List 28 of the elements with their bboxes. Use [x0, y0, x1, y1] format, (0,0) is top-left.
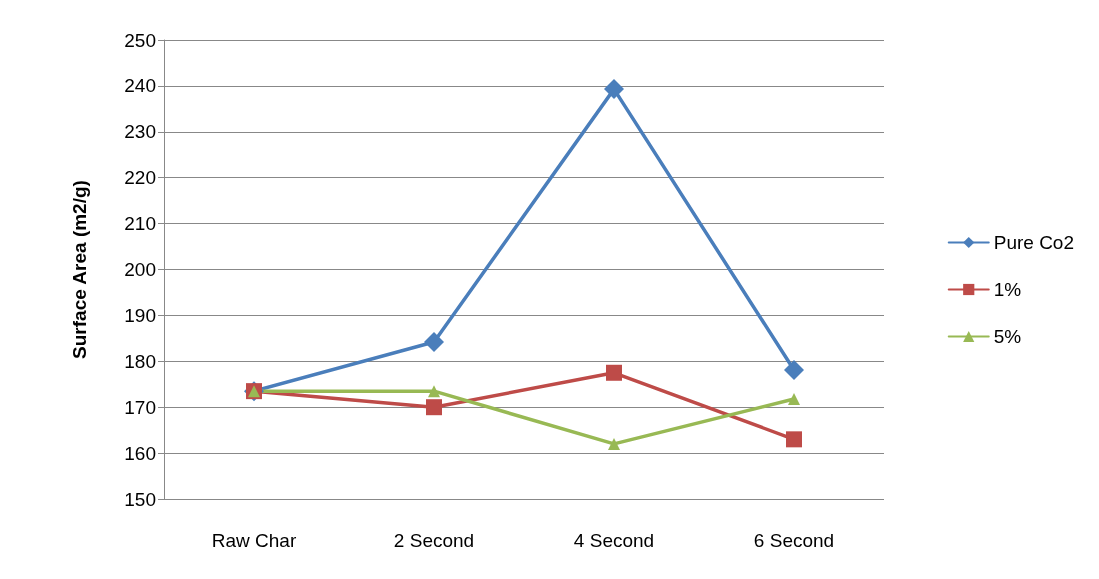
x-tick-label: 6 Second: [753, 530, 835, 551]
y-tick-label: 160: [124, 442, 156, 464]
y-tick-label: 150: [124, 488, 156, 510]
y-tick-label: 170: [124, 396, 156, 418]
x-tick-label: 4 Second: [573, 530, 655, 551]
x-tick-label: Raw Char: [211, 530, 297, 551]
point: [428, 385, 440, 398]
y-tick-label: 200: [124, 259, 156, 280]
y-axis-title: Surface Area (m2/g): [69, 180, 90, 359]
point: [424, 332, 444, 353]
point: [426, 399, 442, 416]
point: [788, 392, 800, 405]
y-tick-label: 180: [124, 350, 156, 372]
y-tick-label: 220: [124, 167, 156, 189]
y-tick-label: 190: [124, 304, 156, 326]
point: [784, 360, 804, 381]
point: [608, 437, 620, 450]
legend-label: 5%: [993, 326, 1022, 347]
y-tick-label: 240: [124, 75, 156, 97]
legend-label: 1%: [993, 279, 1022, 300]
y-tick-label: 230: [124, 121, 156, 143]
point: [604, 79, 624, 100]
x-tick-label: 2 Second: [393, 530, 475, 551]
y-tick-label: 250: [124, 29, 156, 51]
legend-label: Pure Co2: [993, 232, 1075, 253]
point: [606, 364, 622, 381]
point: [786, 431, 802, 448]
y-tick-label: 210: [124, 213, 156, 235]
